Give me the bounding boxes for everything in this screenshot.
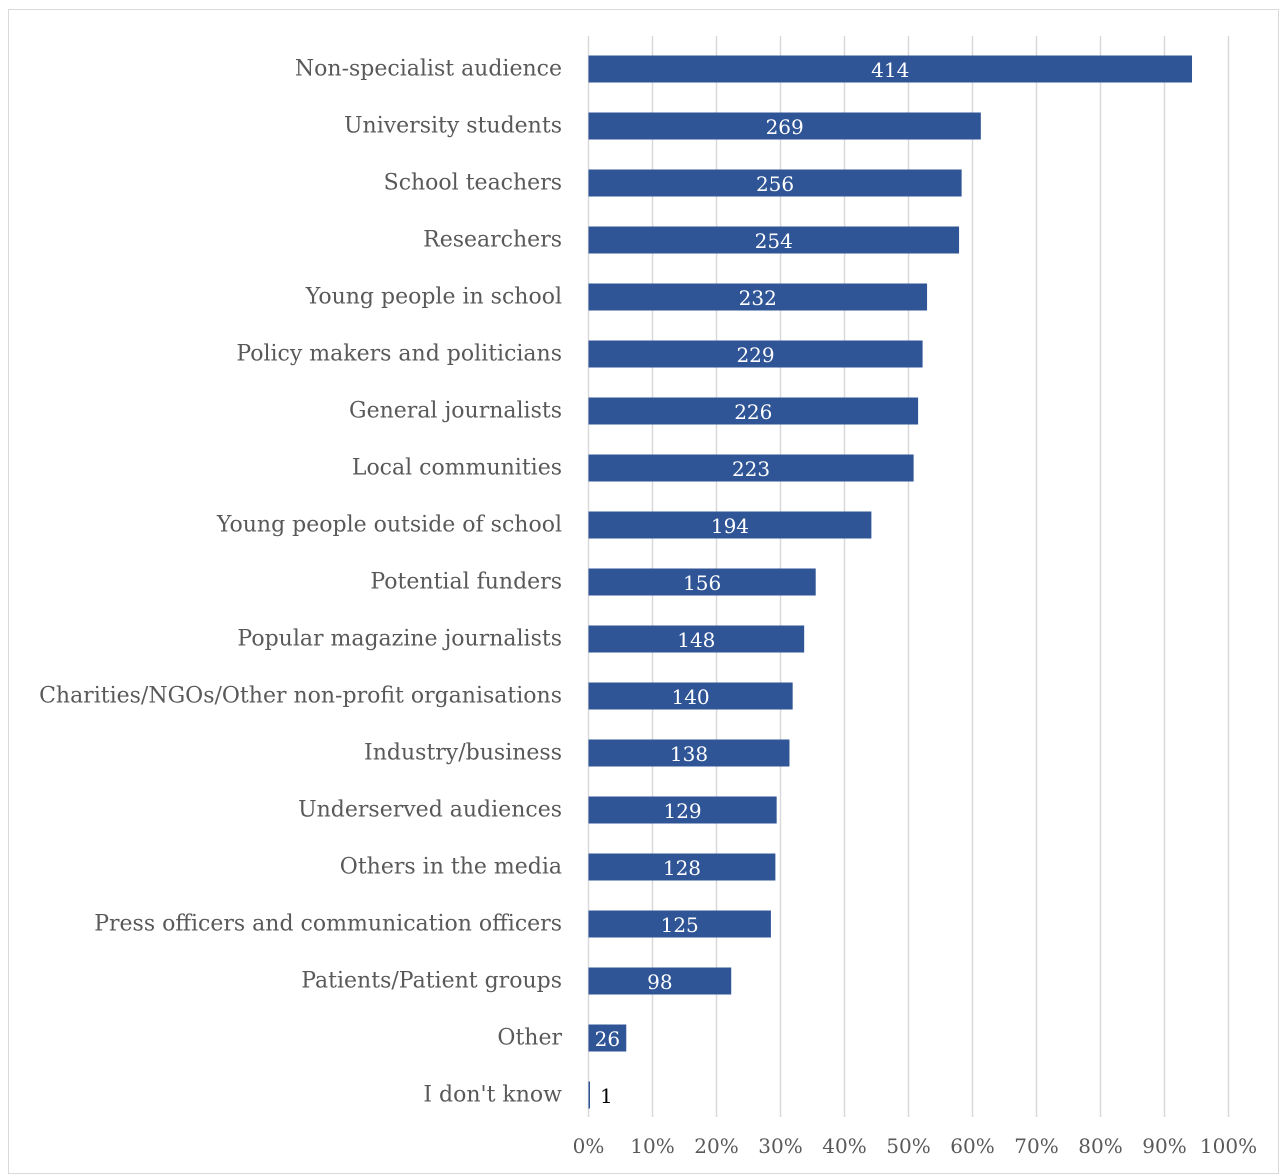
data-label: 1 [600, 1084, 613, 1108]
bar [588, 853, 776, 881]
bar [588, 1024, 627, 1052]
data-label: 125 [661, 913, 699, 937]
bar [588, 739, 790, 767]
gridlines [587, 36, 1230, 1117]
data-label: 232 [739, 286, 777, 310]
x-tick-label: 40% [822, 1134, 866, 1158]
category-label: Non-specialist audience [295, 57, 562, 82]
data-label: 148 [677, 628, 715, 652]
data-label: 254 [755, 229, 793, 253]
category-label: Industry/business [364, 741, 562, 766]
data-label: 226 [734, 400, 772, 424]
bar [588, 283, 928, 311]
chart-frame: 414 269 256 254 232 229 226 223 194 156 148 140 138 1… [8, 9, 1279, 1174]
x-axis-tick-labels: 0% 10% 20% 30% 40% 50% 60% 70% 80% 90% 100% [573, 1134, 1257, 1158]
bar [588, 340, 923, 368]
category-label: Patients/Patient groups [301, 969, 562, 994]
bar [588, 169, 962, 197]
category-label: Researchers [423, 228, 562, 253]
category-label: General journalists [349, 399, 562, 424]
category-label: Other [497, 1026, 562, 1051]
x-tick-label: 0% [573, 1134, 605, 1158]
data-label: 98 [647, 970, 672, 994]
data-label: 256 [756, 172, 794, 196]
bar [588, 625, 805, 653]
bar [588, 397, 919, 425]
data-label: 140 [671, 685, 709, 709]
data-label: 194 [711, 514, 749, 538]
data-label: 129 [663, 799, 701, 823]
category-label: School teachers [384, 171, 562, 196]
category-label: Local communities [352, 456, 562, 481]
bars: 414 269 256 254 232 229 226 223 194 156 148 140 138 1… [588, 55, 1193, 1109]
data-label: 156 [683, 571, 721, 595]
x-tick-label: 20% [694, 1134, 738, 1158]
category-label: Press officers and communication officer… [94, 912, 562, 937]
category-labels: Non-specialist audience University studen… [39, 57, 562, 1108]
category-label: Young people in school [305, 285, 562, 310]
category-label: Policy makers and politicians [236, 342, 562, 367]
bar [588, 568, 816, 596]
bar [588, 796, 777, 824]
bar [588, 910, 771, 938]
category-label: Popular magazine journalists [237, 627, 562, 652]
data-label: 269 [766, 115, 804, 139]
data-label: 223 [732, 457, 770, 481]
x-tick-label: 90% [1142, 1134, 1186, 1158]
category-label: Charities/NGOs/Other non-profit organisa… [39, 684, 562, 709]
x-tick-label: 10% [630, 1134, 674, 1158]
x-tick-label: 50% [886, 1134, 930, 1158]
category-label: Potential funders [370, 570, 562, 595]
data-label: 128 [663, 856, 701, 880]
bar [588, 682, 793, 710]
data-label: 26 [595, 1027, 620, 1051]
category-label: Young people outside of school [216, 513, 562, 538]
category-label: Others in the media [340, 855, 562, 880]
data-label: 229 [736, 343, 774, 367]
category-label: University students [344, 114, 562, 139]
bar [588, 112, 981, 140]
x-tick-label: 60% [950, 1134, 994, 1158]
bar [588, 226, 960, 254]
x-tick-label: 70% [1014, 1134, 1058, 1158]
x-tick-label: 80% [1078, 1134, 1122, 1158]
bar-chart: 414 269 256 254 232 229 226 223 194 156 148 140 138 1… [39, 36, 1257, 1158]
category-label: Underserved audiences [298, 798, 562, 823]
bar [588, 55, 1193, 83]
x-tick-label: 30% [758, 1134, 802, 1158]
data-label: 138 [670, 742, 708, 766]
bar [588, 511, 872, 539]
bar [588, 454, 914, 482]
x-tick-label: 100% [1200, 1134, 1257, 1158]
bar [588, 967, 732, 995]
data-label: 414 [871, 58, 909, 82]
category-label: I don't know [423, 1083, 562, 1108]
bar [588, 1081, 590, 1109]
